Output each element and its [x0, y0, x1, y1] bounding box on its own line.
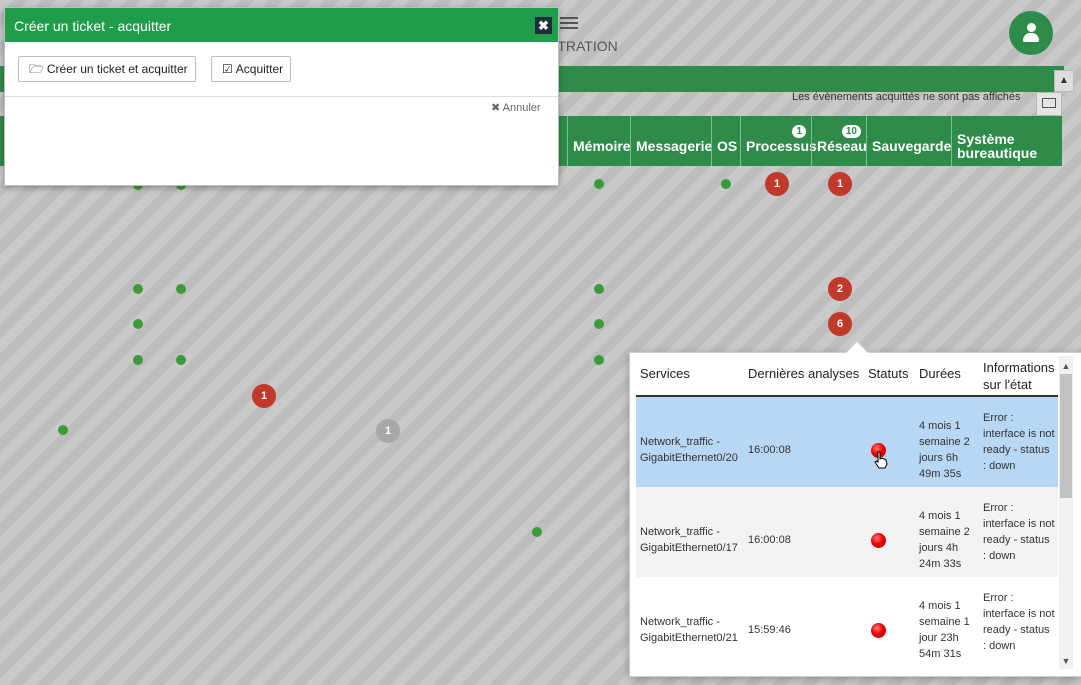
- red-status-icon[interactable]: [871, 443, 886, 458]
- critical-count[interactable]: 1: [828, 172, 852, 196]
- nav-administration-label[interactable]: STRATION: [548, 38, 618, 54]
- status-ok-dot[interactable]: [594, 355, 604, 365]
- count-badge: 10: [841, 125, 861, 138]
- status-ok-dot[interactable]: [532, 527, 542, 537]
- critical-count[interactable]: 1: [252, 384, 276, 408]
- screen-icon[interactable]: [1036, 92, 1062, 116]
- close-icon[interactable]: ✖: [535, 17, 552, 34]
- check-square-icon: ☑: [222, 62, 233, 76]
- last-analysis: 16:00:08: [748, 444, 791, 456]
- red-status-icon[interactable]: [871, 533, 886, 548]
- status-ok-dot[interactable]: [721, 179, 731, 189]
- table-row[interactable]: Network_traffic - GigabitEthernet0/21 15…: [636, 577, 1058, 667]
- critical-count[interactable]: 1: [765, 172, 789, 196]
- times-icon: ✖: [491, 102, 503, 114]
- create-ticket-ack-label: Créer un ticket et acquitter: [46, 62, 188, 76]
- status-ok-dot[interactable]: [133, 284, 143, 294]
- service-name: Network_traffic - GigabitEthernet0/17: [640, 526, 738, 554]
- sliders-icon[interactable]: [560, 14, 578, 34]
- column-header-reseau[interactable]: 10 Réseau: [811, 116, 867, 166]
- header-state-info: Informations sur l'état: [983, 360, 1055, 392]
- service-name: Network_traffic - GigabitEthernet0/20: [640, 436, 738, 464]
- modal-title: Créer un ticket - acquitter: [14, 18, 172, 34]
- scrollbar-thumb[interactable]: [1060, 374, 1072, 498]
- modal-header: Créer un ticket - acquitter ✖: [5, 8, 558, 42]
- duration: 4 mois 1 semaine 2 jours 4h 24m 33s: [919, 510, 970, 570]
- services-popover: Services Dernières analyses Statuts Duré…: [629, 352, 1081, 677]
- status-ok-dot[interactable]: [176, 284, 186, 294]
- column-header-systeme-bureautique[interactable]: Système bureautique: [951, 116, 1062, 166]
- state-info: Error : interface is not ready - status …: [983, 502, 1055, 562]
- status-ok-dot[interactable]: [594, 284, 604, 294]
- hand-pointer-icon: [874, 451, 888, 469]
- table-row[interactable]: Network_traffic - GigabitEthernet0/20 16…: [636, 397, 1058, 487]
- popover-arrow-fill: [846, 342, 868, 353]
- status-ok-dot[interactable]: [176, 355, 186, 365]
- duration: 4 mois 1 semaine 2 jours 6h 49m 35s: [919, 420, 970, 480]
- last-analysis: 16:00:08: [748, 534, 791, 546]
- header-services: Services: [640, 366, 690, 381]
- ack-notice: Les évènements acquittés ne sont pas aff…: [792, 91, 1021, 103]
- column-header-processus[interactable]: 1 Processus: [740, 116, 817, 166]
- header-statuses: Statuts: [868, 366, 909, 381]
- red-status-icon[interactable]: [871, 623, 886, 638]
- status-ok-dot[interactable]: [594, 319, 604, 329]
- column-header-os[interactable]: OS: [711, 116, 741, 166]
- count-badge: 1: [792, 125, 806, 138]
- state-info: Error : interface is not ready - status …: [983, 412, 1055, 472]
- header-durations: Durées: [919, 366, 961, 381]
- chevron-up-icon[interactable]: ▲: [1054, 70, 1074, 92]
- header-underline: [636, 395, 1058, 397]
- column-header-messagerie[interactable]: Messagerie: [630, 116, 712, 166]
- create-ticket-ack-button[interactable]: 🗁 Créer un ticket et acquitter: [18, 56, 196, 82]
- acknowledge-label: Acquitter: [235, 62, 284, 76]
- critical-count[interactable]: 6: [828, 312, 852, 336]
- column-header-sauvegarde[interactable]: Sauvegarde: [866, 116, 952, 166]
- status-ok-dot[interactable]: [133, 319, 143, 329]
- last-analysis: 15:59:46: [748, 624, 791, 636]
- user-icon: [1027, 23, 1036, 32]
- chevron-down-icon[interactable]: ▼: [1061, 656, 1071, 666]
- acknowledge-button[interactable]: ☑ Acquitter: [211, 56, 292, 82]
- chevron-up-icon[interactable]: ▲: [1061, 361, 1071, 371]
- header-last-analyses: Dernières analyses: [748, 366, 860, 381]
- column-header-memoire[interactable]: Mémoire: [567, 116, 631, 166]
- folder-open-icon: 🗁: [29, 62, 44, 76]
- status-ok-dot[interactable]: [594, 179, 604, 189]
- state-info: Error : interface is not ready - status …: [983, 592, 1055, 652]
- cancel-link[interactable]: ✖ Annuler: [491, 101, 541, 114]
- status-ok-dot[interactable]: [133, 355, 143, 365]
- critical-count[interactable]: 2: [828, 277, 852, 301]
- duration: 4 mois 1 semaine 1 jour 23h 54m 31s: [919, 600, 970, 660]
- service-name: Network_traffic - GigabitEthernet0/21: [640, 616, 738, 644]
- divider: [5, 96, 558, 97]
- table-row[interactable]: Network_traffic - GigabitEthernet0/17 16…: [636, 487, 1058, 577]
- ack-modal: Créer un ticket - acquitter ✖ 🗁 Créer un …: [4, 7, 559, 186]
- cancel-label: Annuler: [502, 102, 541, 114]
- user-avatar[interactable]: [1009, 11, 1053, 55]
- status-ok-dot[interactable]: [58, 425, 68, 435]
- unknown-count[interactable]: 1: [376, 419, 400, 443]
